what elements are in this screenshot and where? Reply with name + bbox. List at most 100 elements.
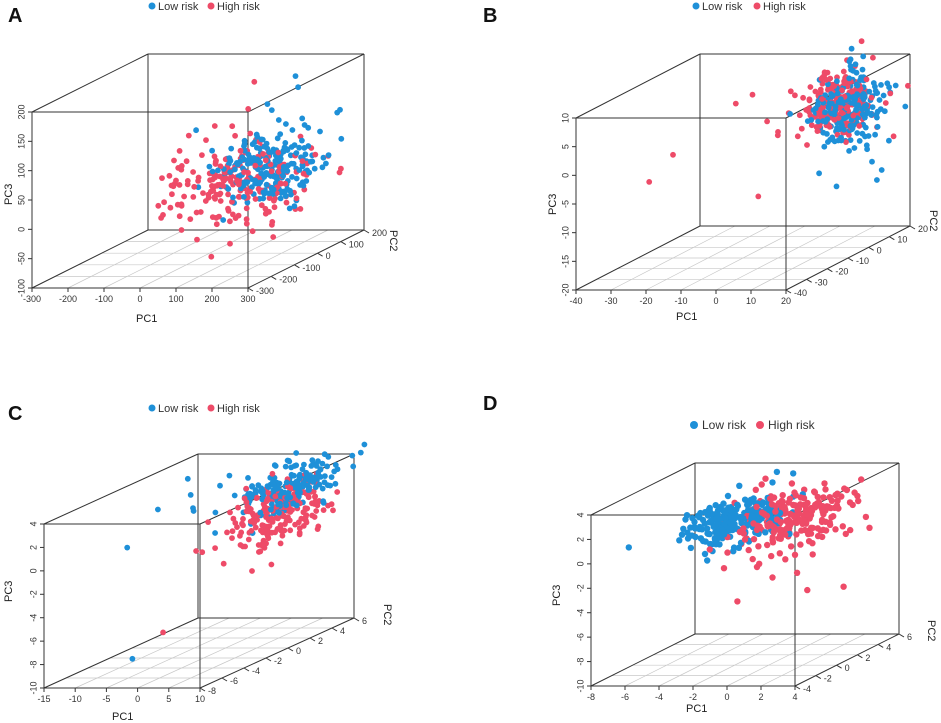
high-risk-point [800, 94, 806, 101]
high-risk-point [191, 183, 198, 190]
y-tick-mark [815, 675, 822, 680]
high-risk-point [854, 492, 861, 500]
x-axis-label-d: PC1 [686, 703, 707, 715]
low-risk-point [300, 479, 307, 486]
low-risk-point [288, 144, 295, 150]
high-risk-point [195, 174, 202, 181]
low-risk-point [349, 452, 356, 459]
z-tick-label: -2 [28, 590, 38, 598]
high-risk-point [250, 512, 257, 519]
low-risk-point [869, 104, 876, 110]
z-axis-label-b: PC3 [547, 194, 559, 215]
low-risk-point [244, 199, 251, 206]
high-risk-point [295, 519, 302, 526]
low-risk-point [873, 90, 880, 96]
high-risk-point [242, 543, 249, 550]
high-risk-point [262, 157, 269, 164]
low-risk-point [869, 158, 875, 165]
low-risk-point [712, 502, 719, 509]
z-axis-label-d: PC3 [551, 585, 563, 606]
low-risk-point [361, 441, 368, 448]
low-risk-point [736, 482, 743, 489]
low-risk-point [745, 500, 753, 508]
high-risk-point [283, 199, 290, 206]
low-risk-point [849, 125, 856, 132]
high-risk-point [777, 518, 784, 526]
high-risk-point [832, 491, 839, 499]
high-risk-point [706, 546, 713, 553]
high-risk-point [734, 598, 741, 605]
x-tick-label: 4 [792, 692, 797, 702]
low-risk-point [834, 90, 841, 97]
cube-edge [43, 453, 199, 525]
low-risk-point [846, 75, 853, 82]
z-tick-label: -15 [560, 255, 570, 268]
low-risk-point [850, 67, 856, 74]
cube-edge [31, 229, 149, 289]
high-risk-point [799, 520, 806, 527]
high-risk-point [264, 531, 270, 538]
low-risk-point [319, 460, 326, 467]
high-risk-point [831, 83, 837, 89]
low-risk-point [256, 160, 263, 166]
y-tick-mark [199, 687, 206, 692]
low-risk-point [261, 143, 268, 150]
high-risk-point [756, 560, 763, 567]
low-risk-point [274, 135, 281, 142]
high-risk-point [795, 505, 803, 512]
high-risk-point [263, 514, 269, 520]
high-risk-point [237, 147, 244, 154]
x-axis-label-c: PC1 [112, 711, 133, 723]
high-risk-point [205, 519, 212, 525]
low-risk-point [852, 61, 859, 68]
low-risk-point [820, 129, 827, 136]
high-risk-point [779, 492, 786, 499]
high-risk-point [835, 505, 842, 512]
x-tick-label: 0 [713, 296, 718, 306]
low-risk-point [307, 158, 314, 165]
y-tick-label: 6 [907, 632, 912, 642]
high-risk-point [334, 489, 341, 495]
y-tick-label: -2 [824, 674, 832, 684]
high-risk-point [809, 540, 816, 547]
high-risk-point [868, 94, 875, 101]
grid-line-x [139, 229, 257, 289]
low-risk-point [225, 186, 232, 192]
x-tick-label: -10 [674, 296, 687, 306]
legend-high-label-c: High risk [217, 403, 260, 415]
high-risk-point [199, 549, 206, 556]
high-risk-point [309, 500, 315, 507]
legend-high-marker-c [207, 404, 215, 412]
x-tick-label: -6 [621, 692, 629, 702]
high-risk-point [251, 520, 257, 526]
low-risk-point [277, 500, 283, 507]
y-tick-mark [868, 246, 874, 251]
low-risk-point [854, 130, 861, 136]
x-tick-label: 10 [195, 694, 205, 704]
low-risk-point [290, 160, 297, 167]
z-tick-label: 0 [28, 568, 38, 573]
low-risk-point [866, 88, 873, 95]
z-tick-label: 2 [575, 537, 585, 542]
legend-low-marker-d [690, 421, 698, 429]
x-ticks-b: -40 -30 -20 -10 0 10 20 [569, 290, 791, 306]
panel-letter-d: D [483, 393, 497, 415]
y-tick-label: 20 [918, 224, 928, 234]
high-risk-point [252, 196, 259, 202]
high-risk-point [784, 516, 792, 524]
y-tick-label: -2 [274, 656, 282, 666]
x-tick-label: 20 [781, 296, 791, 306]
low-risk-point [302, 151, 309, 158]
high-risk-point [193, 209, 200, 216]
low-risk-point [846, 148, 852, 154]
high-risk-point [777, 531, 784, 539]
high-risk-point [863, 76, 870, 83]
cube-edge [575, 53, 701, 119]
high-risk-point [788, 480, 796, 487]
legend-high-marker-b [753, 2, 761, 10]
high-risk-point [178, 201, 185, 208]
high-risk-point [166, 172, 173, 179]
high-risk-point [758, 481, 765, 488]
low-risk-point [288, 191, 294, 198]
